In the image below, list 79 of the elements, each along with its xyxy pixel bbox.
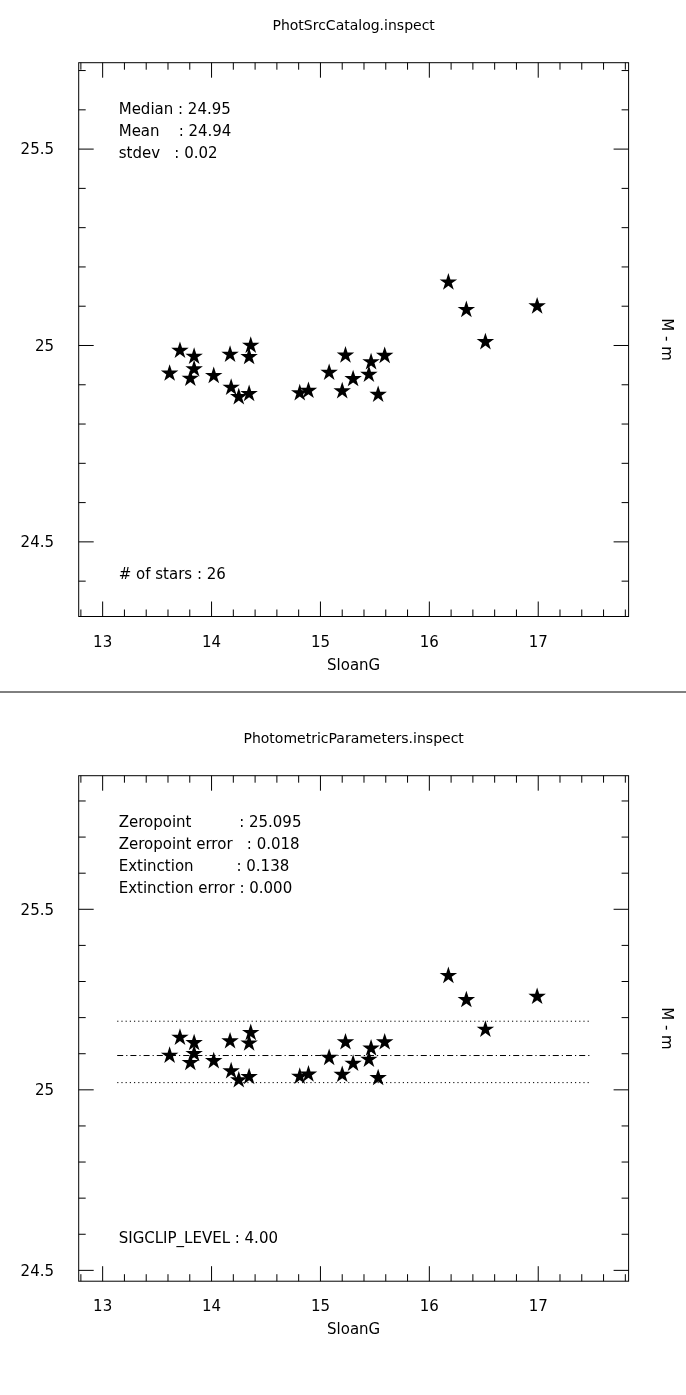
annotation: Median : 24.95 — [118, 99, 231, 118]
y-axis-title: M - m — [658, 1007, 676, 1050]
annotation: Extinction error : 0.000 — [118, 878, 293, 897]
point — [336, 346, 355, 363]
chart-title: PhotSrcCatalog.inspect — [272, 17, 436, 33]
point — [360, 1050, 378, 1067]
y-tick-label: 25.5 — [20, 140, 54, 159]
point — [439, 966, 458, 984]
point — [375, 1032, 394, 1050]
point — [242, 1023, 260, 1041]
point — [171, 341, 189, 359]
point — [221, 345, 239, 362]
point — [344, 369, 362, 387]
x-tick-label: 17 — [528, 1297, 548, 1316]
point — [222, 1061, 240, 1079]
point — [240, 384, 258, 402]
y-tick-label: 25 — [34, 336, 54, 355]
point — [185, 1033, 203, 1051]
annotation: SIGCLIP_LEVEL : 4.00 — [118, 1229, 278, 1249]
annotation: Mean : 24.94 — [118, 121, 232, 140]
x-tick-label: 16 — [419, 1297, 439, 1316]
annotation: Zeropoint error : 0.018 — [118, 834, 300, 853]
point — [320, 1048, 338, 1066]
point — [369, 385, 387, 403]
point — [476, 1020, 495, 1037]
point — [333, 1065, 351, 1083]
point — [230, 1070, 248, 1088]
point — [299, 381, 318, 399]
point — [171, 1028, 189, 1045]
point — [240, 1067, 258, 1085]
point — [528, 987, 546, 1005]
x-tick-label: 13 — [93, 632, 113, 651]
x-axis-title: SloanG — [327, 655, 381, 674]
y-tick-label: 25 — [34, 1081, 54, 1100]
point — [222, 378, 240, 395]
point — [528, 297, 546, 314]
point — [375, 346, 394, 364]
point — [320, 363, 338, 381]
point — [333, 381, 351, 399]
x-tick-label: 15 — [310, 632, 330, 651]
point — [476, 332, 495, 350]
point — [240, 347, 258, 365]
point — [362, 352, 380, 370]
point — [457, 300, 476, 318]
point — [369, 1068, 387, 1086]
annotation: Zeropoint : 25.095 — [118, 812, 302, 831]
annotation: stdev : 0.02 — [118, 143, 218, 162]
x-axis-title: SloanG — [327, 1320, 381, 1339]
y-tick-label: 24.5 — [20, 533, 54, 552]
x-tick-label: 15 — [310, 1297, 330, 1316]
point — [457, 990, 476, 1008]
point — [160, 364, 179, 381]
point — [185, 359, 203, 377]
point — [204, 1051, 223, 1069]
x-tick-label: 17 — [528, 632, 548, 651]
point — [181, 369, 200, 386]
point — [185, 347, 203, 364]
annotation: # of stars : 26 — [118, 564, 226, 583]
annotation: Extinction : 0.138 — [118, 856, 290, 875]
point — [242, 336, 260, 353]
x-tick-label: 16 — [419, 632, 439, 651]
point — [360, 365, 378, 382]
point — [204, 366, 223, 384]
point — [344, 1054, 362, 1071]
point — [362, 1039, 380, 1056]
point — [439, 273, 458, 290]
point — [299, 1065, 318, 1082]
chart-title: PhotometricParameters.inspect — [243, 730, 465, 746]
y-axis-title: M - m — [658, 318, 676, 361]
y-tick-label: 25.5 — [20, 900, 54, 919]
x-tick-label: 14 — [202, 1297, 222, 1316]
point — [160, 1046, 179, 1063]
point — [336, 1032, 355, 1050]
x-tick-label: 14 — [202, 632, 222, 651]
point — [221, 1031, 239, 1049]
x-tick-label: 13 — [93, 1297, 113, 1316]
y-tick-label: 24.5 — [20, 1261, 54, 1280]
point — [230, 387, 248, 405]
point — [181, 1053, 200, 1071]
